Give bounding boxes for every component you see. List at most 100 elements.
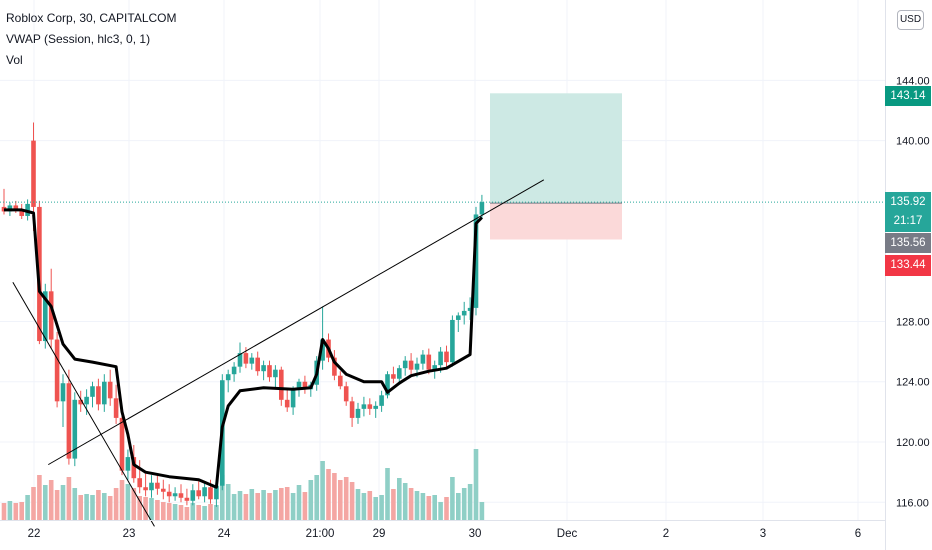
volume-bar	[420, 493, 426, 520]
currency-button[interactable]: USD	[897, 10, 924, 30]
price-tick-label: 124.00	[896, 377, 930, 389]
volume-bar	[196, 505, 201, 520]
candle-body	[367, 404, 373, 409]
candle-body	[296, 381, 302, 390]
legend-vol[interactable]: Vol	[6, 53, 23, 67]
candle-body	[119, 417, 125, 471]
candle-body	[96, 386, 101, 405]
candle-body	[231, 366, 237, 375]
candle-body	[284, 399, 290, 408]
volume-bar	[172, 504, 178, 520]
candle-body	[190, 490, 196, 501]
volume-bar	[90, 495, 95, 520]
volume-bar	[190, 503, 196, 520]
volume-bar	[391, 489, 396, 520]
volume-bar	[379, 495, 384, 520]
volume-bar	[267, 493, 272, 520]
volume-bar	[332, 473, 337, 520]
volume-bar	[326, 469, 331, 520]
candle-body	[467, 307, 473, 311]
trend-line	[48, 179, 545, 466]
candle-body	[249, 357, 255, 364]
volume-bar	[220, 475, 225, 520]
volume-bar	[214, 505, 219, 520]
candle-body	[225, 374, 231, 381]
target-zone	[490, 93, 622, 204]
volume-bar	[279, 488, 284, 520]
candle-body	[397, 368, 402, 379]
price-tick-label: 116.00	[896, 497, 929, 509]
volume-bar	[361, 493, 367, 520]
candle-body	[166, 491, 172, 497]
volume-bar	[202, 506, 207, 520]
candle-body	[332, 357, 337, 376]
volume-bar	[37, 475, 42, 520]
volume-bar	[367, 491, 373, 520]
volume-bar	[343, 477, 349, 520]
volume-bar	[456, 493, 461, 520]
candle-body	[243, 353, 249, 364]
volume-bar	[60, 485, 66, 520]
candle-body	[355, 408, 361, 418]
candle-body	[84, 396, 89, 405]
volume-bar	[54, 490, 60, 520]
legend: Roblox Corp, 30, CAPITALCOM VWAP (Sessio…	[6, 8, 177, 71]
candle-body	[149, 482, 154, 491]
candle-body	[131, 457, 137, 479]
volume-bar	[284, 487, 290, 520]
candle-body	[137, 478, 142, 488]
time-tick-label: 22	[28, 528, 41, 540]
volume-bar	[184, 507, 190, 520]
legend-symbol[interactable]: Roblox Corp, 30, CAPITALCOM	[6, 11, 177, 25]
volume-bar	[467, 484, 473, 520]
candle-body	[172, 493, 178, 497]
position-zones	[490, 93, 622, 240]
price-tick-label: 144.00	[896, 75, 930, 87]
volume-bar	[444, 497, 449, 520]
candle-body	[267, 365, 272, 378]
candle-body	[208, 487, 213, 500]
time-tick-label: 23	[123, 528, 136, 540]
time-tick-label: 2	[663, 528, 669, 540]
volume-bar	[78, 495, 83, 520]
candle-body	[420, 354, 426, 364]
candle-body	[90, 386, 95, 397]
volume-bar	[25, 495, 30, 520]
volume-bar	[19, 502, 24, 520]
volume-bar	[48, 480, 54, 520]
volume-bar	[373, 497, 378, 520]
volume-bar	[261, 490, 266, 520]
candle-body	[444, 351, 449, 363]
candle-body	[361, 404, 367, 409]
candle-body	[302, 381, 308, 390]
volume-bar	[397, 478, 402, 520]
volume-bar	[426, 496, 432, 520]
volume-bar	[473, 449, 479, 520]
candle-body	[273, 369, 278, 378]
volume-bar	[166, 503, 172, 520]
volume-bar	[249, 489, 255, 520]
price-tick-label: 140.00	[896, 136, 930, 148]
time-tick-label: 24	[218, 528, 231, 540]
volume-bar	[161, 502, 166, 520]
candle-body	[385, 374, 390, 396]
volume-bar	[96, 490, 101, 520]
vwap-path	[4, 208, 483, 489]
candle-body	[102, 381, 107, 405]
legend-vwap[interactable]: VWAP (Session, hlc3, 0, 1)	[6, 32, 151, 46]
volume-bar	[7, 501, 13, 520]
time-tick-label: 6	[855, 528, 861, 540]
volume-bar	[314, 475, 319, 520]
volume-bar	[414, 491, 420, 520]
volume-bar	[385, 468, 390, 520]
volume-bar	[320, 461, 325, 520]
volume-bar	[290, 493, 296, 520]
time-tick-label: 30	[469, 528, 482, 540]
candle-body	[426, 354, 432, 370]
time-tick-label: 3	[760, 528, 766, 540]
candle-body	[43, 291, 48, 342]
volume-bar	[125, 484, 131, 520]
volume-bar	[302, 492, 308, 520]
time-tick-label: 21:00	[306, 528, 335, 540]
